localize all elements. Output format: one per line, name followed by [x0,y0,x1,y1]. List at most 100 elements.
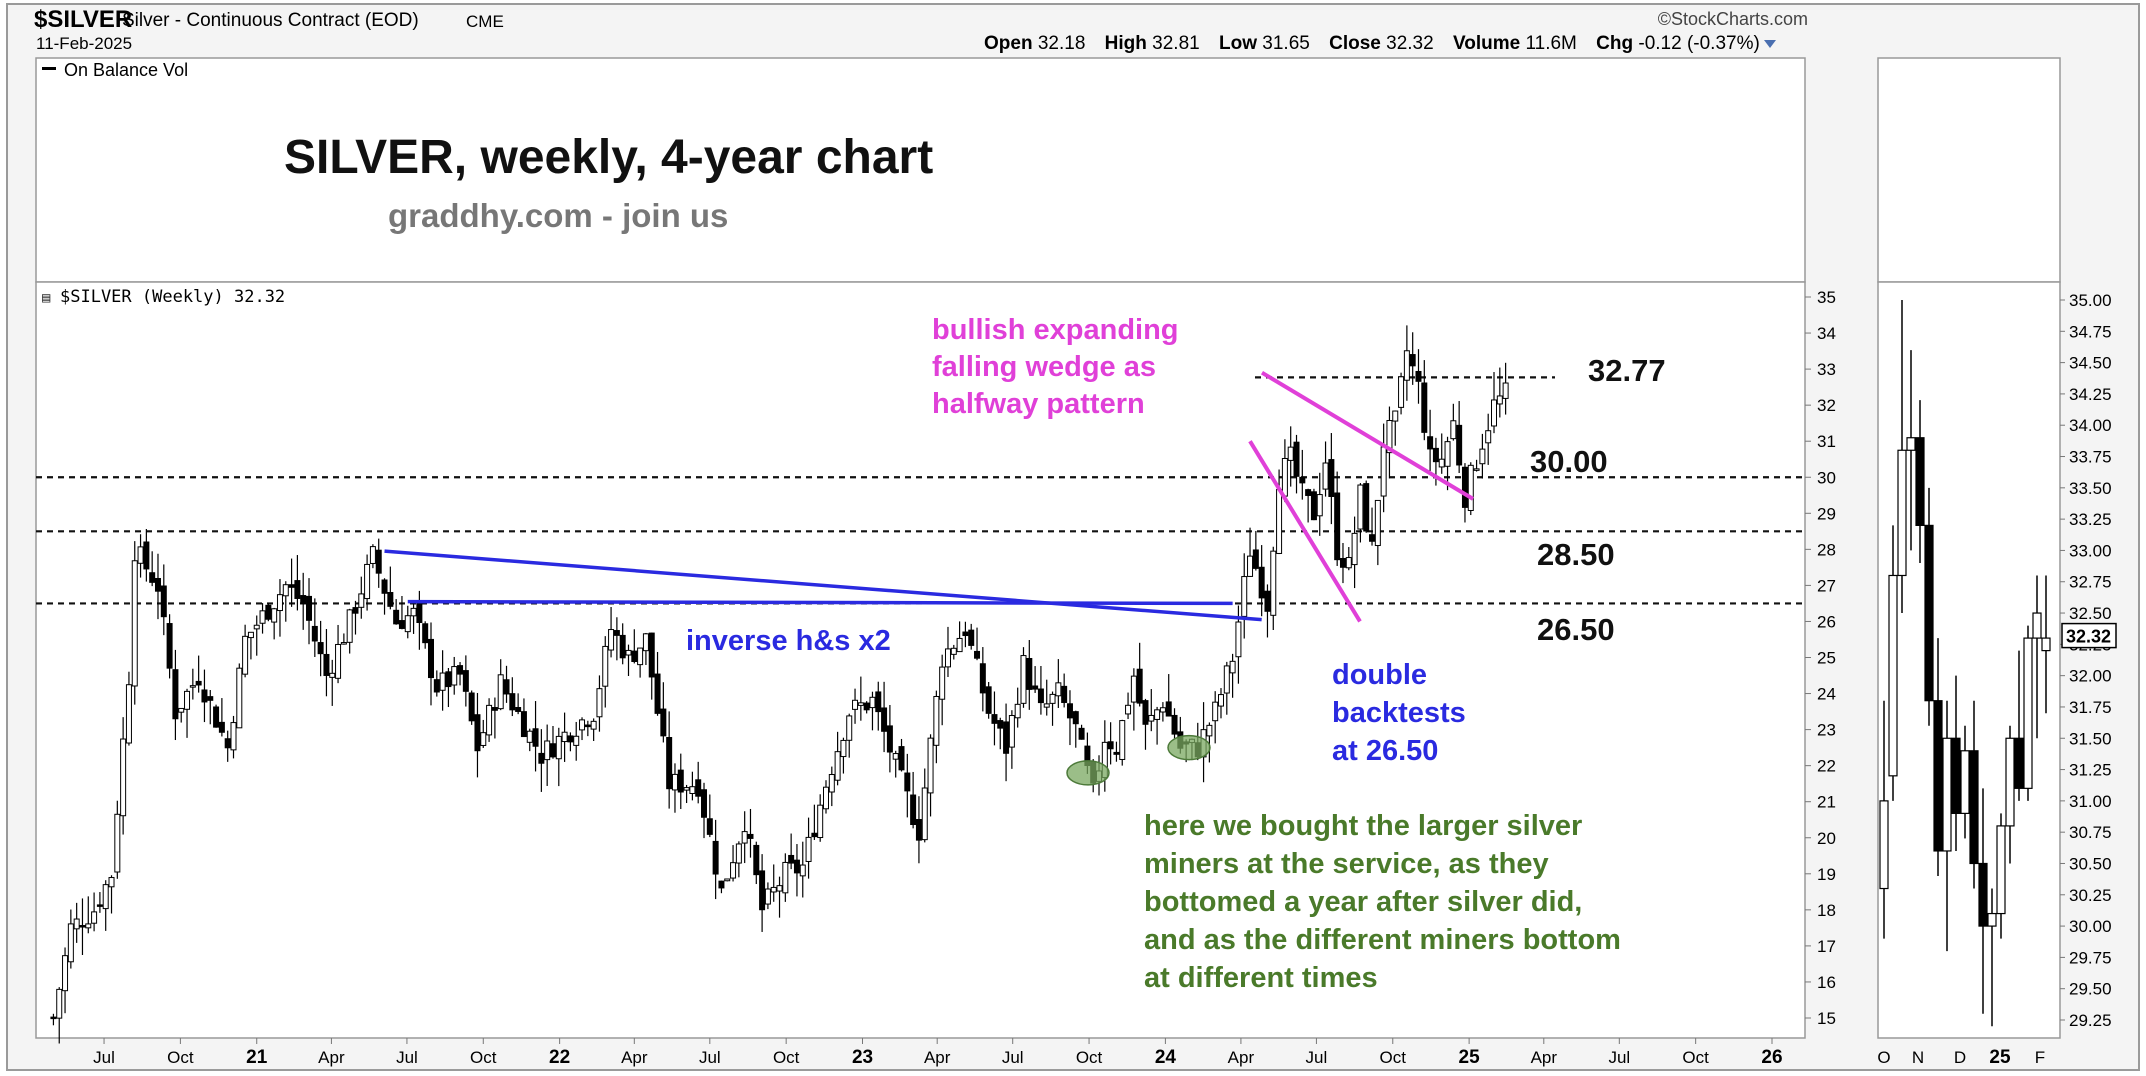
weekly-candle-body [915,819,922,841]
close-value: 32.32 [1386,33,1434,54]
weekly-candle-body [242,635,249,675]
y-tick-label: 24 [1817,685,1836,704]
weekly-candle-body [991,714,998,724]
daily-x-tick-label: N [1912,1048,1924,1067]
x-tick-label: Oct [1076,1048,1103,1067]
weekly-candle-body [712,840,719,875]
weekly-candle-body [427,638,434,679]
weekly-candle-body [1287,446,1294,461]
weekly-candle-body [1148,714,1155,722]
weekly-candle-body [276,594,283,612]
daily-candle-body [1942,737,1952,852]
weekly-candle-body [387,592,394,607]
weekly-candle-body [544,740,551,761]
y-tick-label: 28 [1817,540,1836,559]
weekly-candle-body [358,593,365,608]
weekly-candle-body [300,595,307,604]
daily-y-tick-label: 34.75 [2069,322,2112,341]
daily-y-tick-label: 30.75 [2069,823,2112,842]
y-tick-label: 29 [1817,504,1836,523]
weekly-candle-body [689,786,696,794]
weekly-candle-body [149,572,156,583]
weekly-candle-body [125,684,132,744]
weekly-candle-body [944,648,951,668]
weekly-candle-body [213,706,220,728]
x-tick-label: Apr [924,1048,951,1067]
weekly-candle-body [369,546,376,564]
symbol: $SILVER [34,6,133,33]
weekly-candle-body [718,880,725,889]
x-tick-label: Apr [621,1048,648,1067]
backtest-annotation: backtests [1332,697,1466,729]
weekly-candle-body [619,634,626,659]
daily-y-tick-label: 34.00 [2069,416,2112,435]
weekly-candle-body [491,707,498,711]
weekly-candle-body [207,696,214,701]
dropdown-triangle-icon[interactable] [1763,39,1776,48]
weekly-candle-body [96,904,103,907]
daily-y-tick-label: 31.50 [2069,729,2112,748]
daily-candle-body [1951,737,1961,814]
daily-candle-body [1960,750,1970,814]
weekly-candle-body [631,650,638,663]
chart-date: 11-Feb-2025 [36,34,133,53]
x-tick-label: Oct [470,1048,497,1067]
weekly-candle-body [1049,693,1056,704]
weekly-candle-body [1247,555,1254,577]
weekly-candle-body [904,772,911,792]
weekly-candle-body [532,728,539,747]
daily-y-tick-label: 35.00 [2069,291,2112,310]
weekly-candle-body [1026,657,1033,690]
x-tick-label: Apr [1228,1048,1255,1067]
weekly-candle-body [1125,704,1132,715]
weekly-candle-body [1252,549,1259,569]
daily-y-tick-label: 29.25 [2069,1011,2112,1030]
daily-candle-body [1915,437,1925,526]
weekly-candle-body [683,787,690,791]
price-panel [35,281,1806,1039]
weekly-candle-body [195,680,202,686]
daily-candle-body [2014,737,2024,789]
weekly-candle-body [933,695,940,746]
weekly-candle-body [724,878,731,882]
weekly-candle-body [375,549,382,574]
weekly-candle-body [1450,420,1457,440]
weekly-candle-body [1066,703,1073,719]
weekly-candle-body [1502,382,1509,399]
miners-annotation: and as the different miners bottom [1144,924,1621,956]
y-tick-label: 26 [1817,612,1836,631]
weekly-candle-body [184,690,191,710]
daily-candle-body [2041,637,2051,652]
weekly-candle-body [793,859,800,874]
daily-candle-body [1933,700,1943,852]
y-tick-label: 35 [1817,288,1836,307]
weekly-candle-body [1136,668,1143,704]
weekly-candle-body [108,877,115,888]
weekly-candle-body [1276,489,1283,554]
weekly-candle-body [160,585,167,618]
weekly-candle-body [1363,483,1370,532]
weekly-candle-body [480,732,487,746]
high-label: High [1104,33,1147,54]
obv-legend-swatch [42,67,56,70]
y-tick-label: 34 [1817,324,1836,343]
weekly-candle-body [1014,703,1021,719]
x-tick-label: Oct [1682,1048,1709,1067]
weekly-candle-body [364,563,371,600]
weekly-candle-body [340,642,347,645]
weekly-candle-body [1374,499,1381,547]
y-tick-label: 18 [1817,901,1836,920]
daily-x-tick-label: 25 [1989,1047,2011,1068]
weekly-candle-body [985,686,992,714]
y-tick-label: 21 [1817,793,1836,812]
daily-candle-body [1996,825,2006,915]
daily-y-tick-label: 30.50 [2069,854,2112,873]
weekly-candle-body [927,737,934,794]
weekly-candle-body [178,707,185,713]
weekly-candle-body [1444,441,1451,467]
x-tick-label: Jul [93,1048,115,1067]
weekly-candle-body [1107,741,1114,750]
weekly-candle-body [695,779,702,797]
weekly-candle-body [352,607,359,614]
daily-candle-body [1924,524,1934,702]
